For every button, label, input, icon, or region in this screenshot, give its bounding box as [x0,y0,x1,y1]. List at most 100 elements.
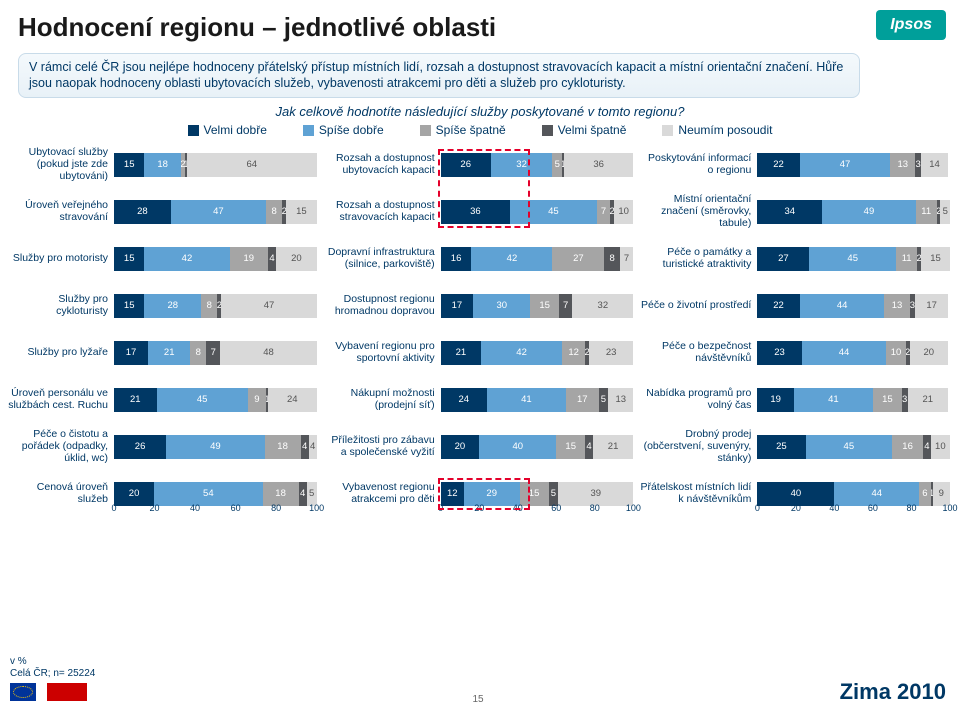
bar-segment: 15 [114,247,144,271]
bar-segment: 49 [822,200,915,224]
bar-segment: 22 [757,294,799,318]
bar-segment: 13 [884,294,909,318]
row-label: Vybavenost regionu atrakcemi pro děti [323,482,441,505]
chart-row: Dopravní infrastruktura (silnice, parkov… [323,235,634,282]
row-label: Rozsah a dostupnost ubytovacích kapacit [323,153,441,176]
axis-tick: 80 [271,503,281,513]
bar-segment: 23 [757,341,801,365]
stacked-bar: 28478215 [114,200,317,224]
chart-legend: Velmi dobře Spíše dobře Spíše špatně Velmi … [0,123,960,137]
bar-wrap: 244117513 [441,377,634,423]
row-label: Úroveň veřejného stravování [6,200,114,223]
row-label: Úroveň personálu ve službách cest. Ruchu [6,388,114,411]
bar-wrap: 15182164 [114,142,317,188]
row-label: Péče o životní prostředí [639,300,757,312]
eu-flag-icon [10,683,36,701]
bar-segment: 24 [441,388,487,412]
bar-segment: 6 [919,482,931,506]
axis-tick: 0 [755,503,760,513]
legend-label: Neumím posoudit [678,123,772,137]
chart-column: Ubytovací služby (pokud jste zde ubytová… [6,141,317,535]
chart-row: Služby pro cykloturisty15288247 [6,282,317,329]
axis-tick: 80 [590,503,600,513]
bar-wrap: 15288247 [114,283,317,329]
row-label: Služby pro cykloturisty [6,294,114,317]
intro-text: V rámci celé ČR jsou nejlépe hodnoceny p… [18,53,860,98]
bar-segment: 11 [896,247,917,271]
bar-segment: 20 [114,482,154,506]
bar-segment: 26 [441,153,491,177]
bar-segment: 15 [114,153,144,177]
legend-label: Spíše dobře [319,123,384,137]
chart-row: Ubytovací služby (pokud jste zde ubytová… [6,141,317,188]
bar-segment: 20 [276,247,317,271]
page-number: 15 [472,694,483,705]
legend-swatch [542,125,553,136]
axis-tick: 40 [513,503,523,513]
legend-swatch [303,125,314,136]
axis-tick: 80 [906,503,916,513]
legend-label: Velmi špatně [558,123,627,137]
bar-segment: 15 [520,482,549,506]
x-axis: 020406080100 [114,503,317,519]
bar-wrap: 274511215 [757,236,950,282]
row-label: Nabídka programů pro volný čas [639,388,757,411]
bar-segment: 48 [220,341,316,365]
bar-segment: 8 [201,294,217,318]
bar-segment: 42 [144,247,229,271]
bar-segment: 5 [940,200,950,224]
bar-segment: 10 [931,435,950,459]
bar-segment: 45 [510,200,597,224]
stacked-bar: 254516410 [757,435,950,459]
legend-item: Velmi dobře [188,123,267,137]
stacked-bar: 36457210 [441,200,634,224]
bar-segment: 27 [552,247,604,271]
row-label: Ubytovací služby (pokud jste zde ubytová… [6,147,114,182]
row-label: Přátelskost místních lidí k návštěvníkům [639,482,757,505]
stacked-bar: 26325136 [441,153,634,177]
chart-row: Poskytování informací o regionu224713314 [639,141,950,188]
bar-wrap: 224713314 [757,142,950,188]
bar-segment: 21 [441,341,481,365]
stacked-bar: 21459124 [114,388,317,412]
bar-segment: 17 [566,388,599,412]
bar-segment: 44 [800,294,885,318]
bar-segment: 7 [206,341,220,365]
bar-segment: 30 [473,294,530,318]
bar-segment: 12 [562,341,585,365]
chart-row: Rozsah a dostupnost ubytovacích kapacit2… [323,141,634,188]
chart-grid: Ubytovací služby (pokud jste zde ubytová… [0,141,960,535]
chart-row: Péče o památky a turistické atraktivity2… [639,235,950,282]
row-label: Služby pro motoristy [6,253,114,265]
bar-segment: 40 [757,482,834,506]
bar-segment: 12 [441,482,464,506]
axis-tick: 60 [551,503,561,513]
stacked-bar: 214212223 [441,341,634,365]
bar-segment: 4 [309,435,317,459]
stacked-bar: 244117513 [441,388,634,412]
bar-wrap: 204015421 [441,424,634,470]
bar-segment: 7 [597,200,610,224]
axis-tick: 20 [791,503,801,513]
chart-row: Drobný prodej (občerstvení, suvenýry, st… [639,423,950,470]
bar-segment: 22 [757,153,799,177]
row-label: Dopravní infrastruktura (silnice, parkov… [323,247,441,270]
bar-segment: 28 [114,200,171,224]
bar-segment: 19 [230,247,269,271]
row-label: Příležitosti pro zábavu a společenské vy… [323,435,441,458]
row-label: Cenová úroveň služeb [6,482,114,505]
chart-row: Úroveň veřejného stravování28478215 [6,188,317,235]
bar-wrap: 21459124 [114,377,317,423]
bar-segment: 4 [923,435,931,459]
stacked-bar: 34491125 [757,200,950,224]
stacked-bar: 154219420 [114,247,317,271]
bar-segment: 39 [558,482,633,506]
bar-wrap: 154219420 [114,236,317,282]
row-label: Drobný prodej (občerstvení, suvenýry, st… [639,429,757,464]
row-label: Péče o bezpečnost návštěvníků [639,341,757,364]
bar-segment: 5 [307,482,317,506]
row-label: Rozsah a dostupnost stravovacích kapacit [323,200,441,223]
bar-segment: 10 [886,341,905,365]
legend-item: Spíše špatně [420,123,506,137]
bar-segment: 4 [299,482,307,506]
